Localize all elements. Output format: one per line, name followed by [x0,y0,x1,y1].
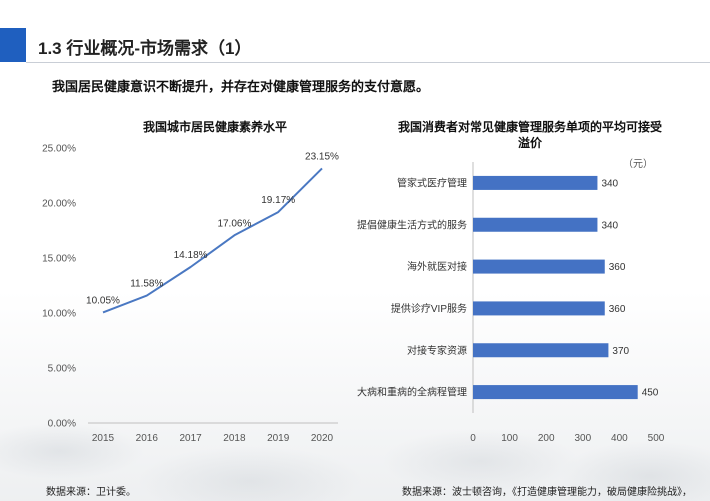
y-tick-label: 25.00% [42,144,76,155]
data-label: 14.18% [174,250,208,261]
bar [473,175,598,190]
y-tick-label: 15.00% [42,254,76,265]
data-label: 23.15% [305,151,339,162]
y-tick-label: 10.00% [42,309,76,320]
line-chart-title: 我国城市居民健康素养水平 [142,120,287,134]
data-label: 17.06% [217,218,251,229]
data-label: 450 [642,388,659,399]
title-accent-block [0,28,26,62]
y-tick-label: 20.00% [42,199,76,210]
x-tick-label: 400 [611,433,628,444]
bar [473,301,605,316]
y-tick-label: 5.00% [48,364,76,375]
data-label: 10.05% [86,295,120,306]
category-label: 提倡健康生活方式的服务 [357,218,467,231]
category-label: 对接专家资源 [407,344,467,357]
unit-label: （元） [623,158,653,170]
data-label: 340 [601,178,618,189]
footer-source-left: 数据来源：卫计委。 [46,487,136,498]
title-divider [26,62,710,63]
data-label: 11.58% [130,279,163,290]
x-tick-label: 100 [501,433,518,444]
x-tick-label: 0 [470,433,476,444]
page-subtitle: 我国居民健康意识不断提升，并存在对健康管理服务的支付意愿。 [52,79,430,94]
data-label: 360 [609,304,626,315]
y-tick-label: 0.00% [48,419,76,430]
x-tick-label: 2016 [136,433,159,444]
data-label: 19.17% [261,195,295,206]
bar [473,259,605,274]
data-label: 340 [601,220,618,231]
page-title: 1.3 行业概况-市场需求（1） [38,39,252,58]
bar [473,343,609,358]
category-label: 管家式医疗管理 [397,176,467,189]
x-tick-label: 2017 [179,433,202,444]
category-label: 提供诊疗VIP服务 [391,302,467,315]
series-line [102,167,323,314]
data-label: 370 [612,346,629,357]
bar [473,217,598,232]
x-tick-label: 2015 [92,433,115,444]
footer-source-right: 数据来源：波士顿咨询，《打造健康管理能力，破局健康险挑战》，2020年9月。 [402,487,692,498]
x-tick-label: 2018 [223,433,246,444]
x-tick-label: 300 [574,433,591,444]
category-label: 海外就医对接 [407,260,467,273]
x-tick-label: 2020 [311,433,334,444]
x-tick-label: 200 [538,433,555,444]
x-tick-label: 500 [648,433,665,444]
data-label: 360 [609,262,626,273]
category-label: 大病和重病的全病程管理 [357,386,467,399]
bar-chart-title: 我国消费者对常见健康管理服务单项的平均可接受溢价 [397,120,662,150]
x-tick-label: 2019 [267,433,290,444]
bar [473,385,638,400]
